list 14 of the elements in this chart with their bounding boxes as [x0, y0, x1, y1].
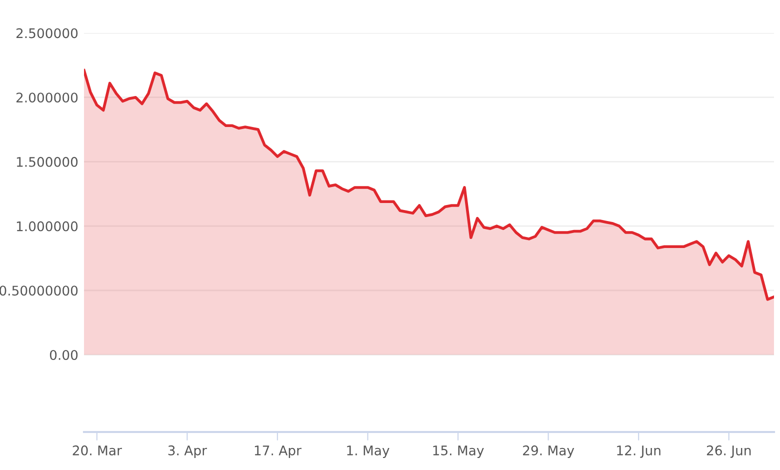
x-tick-label: 15. May: [433, 446, 484, 458]
y-tick-label: 2.500000: [16, 28, 78, 38]
x-tick-label: 17. Apr: [254, 446, 302, 458]
x-tick-label: 29. May: [523, 445, 574, 458]
y-tick-label: 0.50000000: [0, 286, 78, 296]
x-tick-label: 20. Mar: [72, 445, 122, 456]
y-tick-label: 0.00: [50, 350, 78, 360]
x-tick-label: 26. Jun: [706, 445, 751, 458]
y-tick-label: 1.000000: [16, 221, 78, 232]
x-tick-label: 1. May: [347, 446, 390, 458]
y-tick-label: 1.500000: [16, 156, 78, 167]
y-tick-label: 2.000000: [16, 92, 78, 103]
x-tick-label: 12. Jun: [617, 445, 660, 458]
x-tick-label: 3. Apr: [168, 445, 207, 458]
